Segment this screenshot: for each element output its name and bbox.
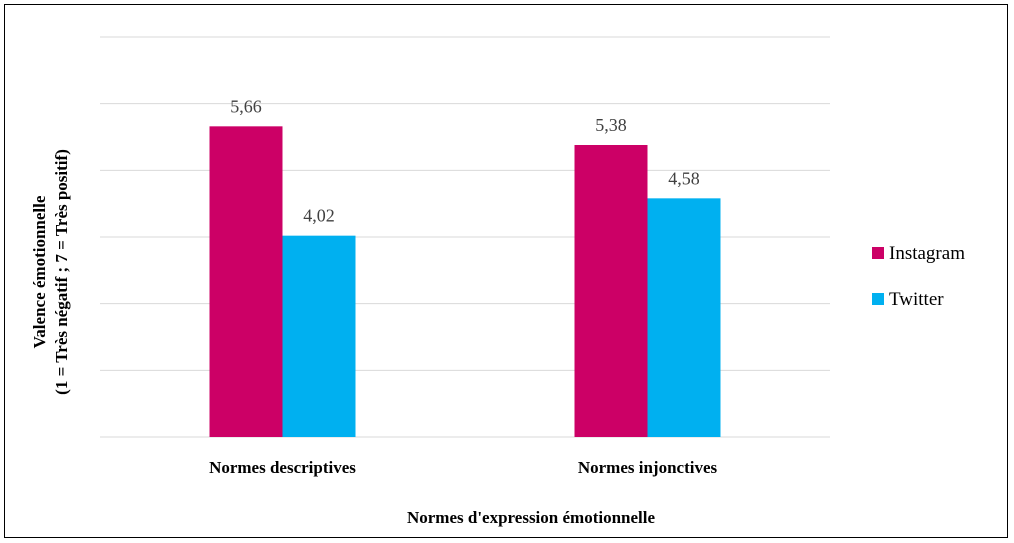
legend-swatch xyxy=(872,247,884,259)
bar-instagram-1 xyxy=(209,126,283,437)
legend-label: Twitter xyxy=(889,289,944,310)
data-labels: 5,66 4,02 5,38 4,58 xyxy=(230,96,700,225)
category-label: Normes descriptives xyxy=(209,458,356,477)
legend: Instagram Twitter xyxy=(872,243,965,310)
legend-swatch xyxy=(872,293,884,305)
x-axis-title: Normes d'expression émotionnelle xyxy=(407,508,656,527)
chart-frame xyxy=(4,4,1008,538)
data-label: 5,66 xyxy=(230,96,262,116)
bar-twitter-2 xyxy=(647,198,721,437)
category-label: Normes injonctives xyxy=(578,458,718,477)
y-axis-title-line1: Valence émotionnelle xyxy=(30,195,49,348)
legend-label: Instagram xyxy=(889,243,965,264)
data-label: 4,58 xyxy=(668,168,700,188)
y-axis-title: Valence émotionnelle (1 = Très négatif ;… xyxy=(30,149,71,395)
bar-instagram-2 xyxy=(574,145,648,437)
bar-twitter-1 xyxy=(282,235,356,437)
data-label: 5,38 xyxy=(595,115,627,135)
bars xyxy=(209,126,721,437)
category-labels: Normes descriptives Normes injonctives xyxy=(209,458,717,477)
data-label: 4,02 xyxy=(303,206,335,226)
y-axis-title-line2: (1 = Très négatif ; 7 = Très positif) xyxy=(52,149,71,395)
